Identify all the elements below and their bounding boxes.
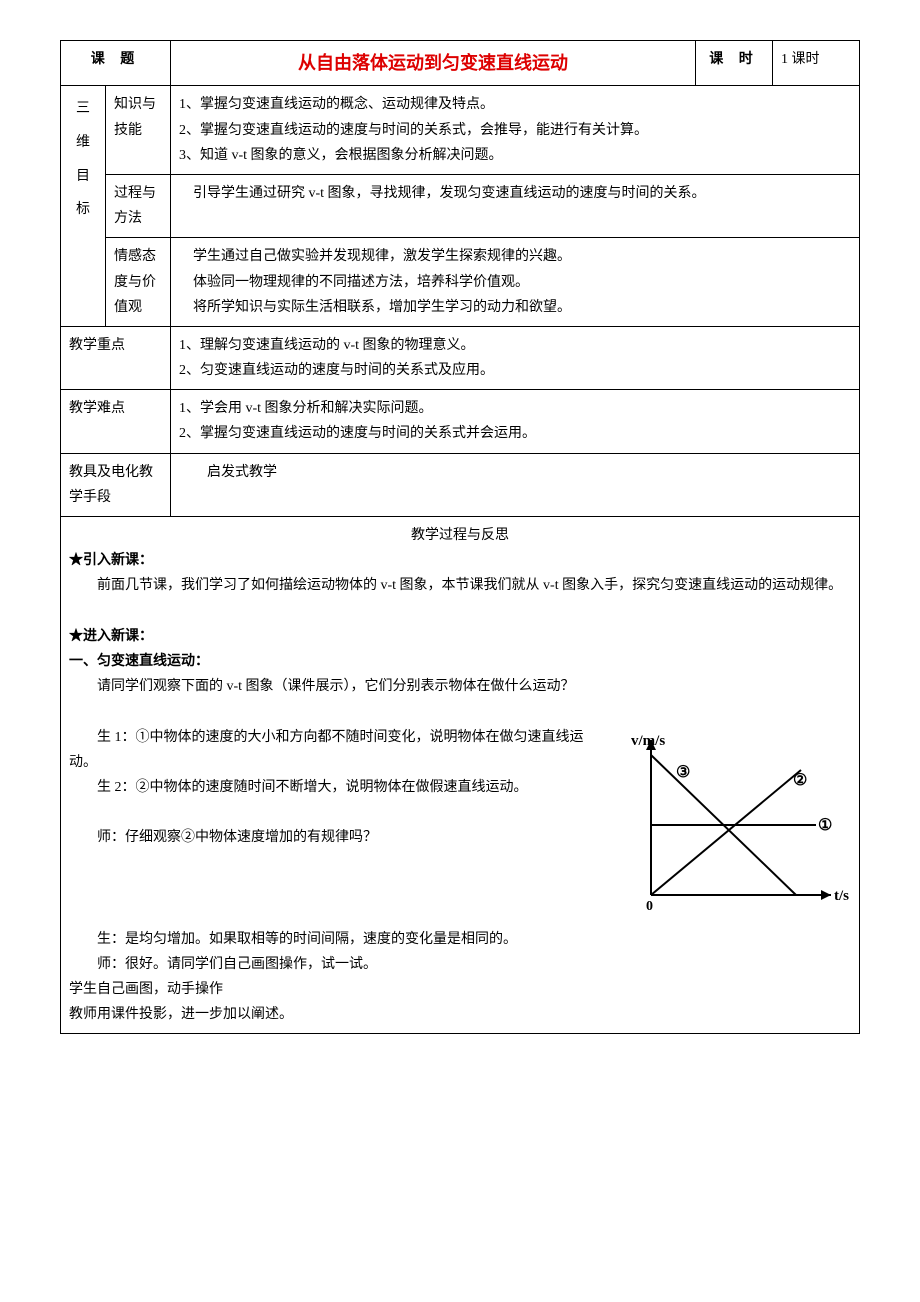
obj-row-label-2: 情感态度与价值观	[106, 238, 171, 327]
process-cell: 教学过程与反思 ★引入新课： 前面几节课，我们学习了如何描绘运动物体的 v-t …	[61, 517, 860, 921]
student3-line: 生：是均匀增加。如果取相等的时间间隔，速度的变化量是相同的。	[69, 927, 851, 952]
process-title: 教学过程与反思	[69, 523, 851, 548]
teacher2-line: 师：很好。请同学们自己画图操作，试一试。	[69, 952, 851, 977]
teacher1-line: 师：仔细观察②中物体速度增加的有规律吗？	[69, 825, 611, 850]
obj-row-label-0: 知识与技能	[106, 86, 171, 175]
intro-head: ★引入新课：	[69, 548, 851, 573]
vt-chart: v/m/s t/s 0 ① ② ③	[621, 725, 851, 915]
lesson-plan-page: 课 题 从自由落体运动到匀变速直线运动 课 时 1 课时 三维目标 知识与技能 …	[60, 40, 860, 1034]
obj-row-content-1: 引导学生通过研究 v-t 图象，寻找规律，发现匀变速直线运动的速度与时间的关系。	[171, 174, 860, 237]
keypoint-content: 1、理解匀变速直线运动的 v-t 图象的物理意义。 2、匀变速直线运动的速度与时…	[171, 326, 860, 389]
obj-row-label-1: 过程与方法	[106, 174, 171, 237]
process-cell-2: 生：是均匀增加。如果取相等的时间间隔，速度的变化量是相同的。 师：很好。请同学们…	[61, 921, 860, 1034]
line-l1: 学生自己画图，动手操作	[69, 977, 851, 1002]
topic-title: 从自由落体运动到匀变速直线运动	[171, 41, 696, 86]
intro-body: 前面几节课，我们学习了如何描绘运动物体的 v-t 图象，本节课我们就从 v-t …	[69, 573, 851, 598]
obj-row-content-2: 学生通过自己做实验并发现规律，激发学生探索规律的兴趣。 体验同一物理规律的不同描…	[171, 238, 860, 327]
period-value: 1 课时	[773, 41, 860, 86]
student2-line: 生 2：②中物体的速度随时间不断增大，说明物体在做假速直线运动。	[69, 775, 611, 800]
difficulty-label: 教学难点	[61, 390, 171, 453]
sec1-head: 一、匀变速直线运动：	[69, 649, 851, 674]
chart-xlabel: t/s	[834, 888, 849, 904]
objectives-group-label: 三维目标	[61, 86, 106, 327]
chart-ylabel: v/m/s	[631, 733, 665, 749]
keypoint-label: 教学重点	[61, 326, 171, 389]
chart-mark-3: ③	[676, 764, 690, 781]
lesson-table: 课 题 从自由落体运动到匀变速直线运动 课 时 1 课时 三维目标 知识与技能 …	[60, 40, 860, 1034]
topic-label: 课 题	[61, 41, 171, 86]
student1-line: 生 1：①中物体的速度的大小和方向都不随时间变化，说明物体在做匀速直线运动。	[69, 725, 611, 775]
tools-content: 启发式教学	[171, 453, 860, 516]
difficulty-content: 1、学会用 v-t 图象分析和解决实际问题。 2、掌握匀变速直线运动的速度与时间…	[171, 390, 860, 453]
tools-label: 教具及电化教学手段	[61, 453, 171, 516]
chart-mark-1: ①	[818, 817, 832, 834]
main-head: ★进入新课：	[69, 624, 851, 649]
chart-mark-2: ②	[793, 772, 807, 789]
chart-origin: 0	[646, 899, 653, 914]
line-l2: 教师用课件投影，进一步加以阐述。	[69, 1002, 851, 1027]
sec1-q: 请同学们观察下面的 v-t 图象（课件展示），它们分别表示物体在做什么运动？	[69, 674, 851, 699]
obj-row-content-0: 1、掌握匀变速直线运动的概念、运动规律及特点。 2、掌握匀变速直线运动的速度与时…	[171, 86, 860, 175]
period-label: 课 时	[696, 41, 773, 86]
